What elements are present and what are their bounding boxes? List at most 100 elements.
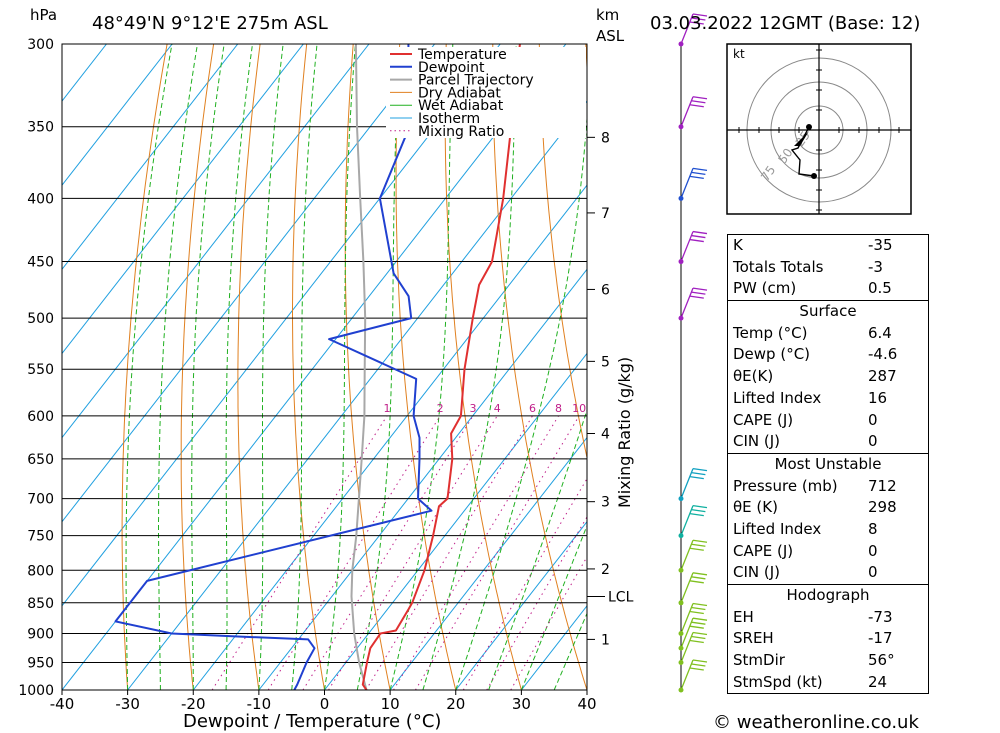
wind-barb-feather — [691, 508, 706, 513]
pressure-tick-label: 550 — [27, 362, 54, 378]
wind-barb-staff — [680, 603, 694, 634]
index-row: CAPE (J) 0 — [728, 541, 928, 563]
wet-adiabat-line — [422, 44, 517, 690]
plot-frame — [61, 43, 588, 691]
mixing-ratio-label: 4 — [494, 402, 501, 415]
wind-barb-column — [678, 13, 708, 693]
temperature-line — [361, 44, 521, 690]
x-tick-label: 40 — [577, 695, 596, 713]
wind-barb-feather — [692, 631, 708, 636]
index-value: -4.6 — [868, 345, 898, 364]
wind-barb-feather — [692, 287, 708, 291]
index-row: K -35 — [728, 235, 928, 257]
wind-barb-feather — [691, 621, 706, 625]
dewpoint-line — [114, 44, 433, 690]
dry-adiabat-line — [237, 44, 261, 690]
location-title: 48°49'N 9°12'E 275m ASL — [92, 13, 328, 34]
legend-entry: Dewpoint — [418, 60, 485, 76]
mixing-ratio-line — [365, 415, 533, 690]
indices-table: K -35 Totals Totals -3 PW (cm) 0.5 Surface Te… — [727, 234, 929, 695]
km-tick-label: 3 — [601, 495, 610, 511]
wind-barb-staff — [680, 231, 694, 262]
index-value: 0 — [868, 432, 878, 451]
pressure-isobars — [62, 43, 587, 691]
mixing-ratio-label: 10 — [572, 402, 586, 415]
asl-label: ASL — [596, 27, 625, 45]
index-value: 16 — [868, 388, 888, 407]
km-tick-label: 5 — [601, 354, 610, 370]
index-value: 0 — [868, 410, 878, 429]
wind-barb-staff — [680, 572, 694, 604]
mixing-ratio-line — [510, 555, 587, 690]
isotherm-line — [324, 352, 587, 690]
index-row: Temp (°C) 6.4 — [728, 323, 928, 345]
wind-barb-feather — [692, 602, 708, 607]
wind-barb-feather — [689, 625, 704, 629]
wind-barb-feather — [691, 635, 706, 640]
index-row: Lifted Index 8 — [728, 519, 928, 541]
wind-barb — [678, 13, 708, 47]
legend-entry: Dry Adiabat — [418, 85, 501, 101]
dry-adiabat-line — [492, 44, 587, 690]
mixing-ratio-label: 3 — [470, 402, 477, 415]
wind-barb — [678, 96, 708, 130]
wind-barb-staff — [680, 505, 694, 536]
index-value: 56° — [868, 651, 895, 670]
wind-barb-feather — [692, 504, 708, 509]
hodograph-kt-label: kt — [733, 47, 745, 61]
mixing-ratio-label: 6 — [529, 402, 536, 415]
index-label: Totals Totals — [733, 257, 824, 276]
mixing-ratio-line — [393, 415, 559, 690]
index-label: K — [733, 236, 743, 254]
wet-adiabat-line — [455, 111, 587, 690]
dry-adiabat-line — [538, 44, 587, 460]
pressure-tick-label: 800 — [27, 563, 54, 579]
index-value: -17 — [868, 629, 893, 648]
index-label: CAPE (J) — [733, 410, 794, 429]
km-tick-label: 8 — [601, 130, 610, 146]
wind-barb-feather — [689, 610, 704, 615]
index-label: CIN (J) — [733, 563, 781, 582]
wind-barb-feather — [692, 167, 708, 172]
mixing-ratio-labels: 1 2 3 4 6 8 10 — [383, 402, 586, 415]
wind-barb-feather — [692, 230, 708, 235]
mixing-ratio-label: 8 — [555, 402, 562, 415]
mixing-ratio-label: 1 — [383, 402, 390, 415]
x-tick-label: -20 — [181, 695, 206, 713]
wind-barb-feather — [689, 475, 704, 480]
isotherm-line — [62, 44, 370, 439]
wind-barb-feather — [692, 572, 708, 576]
km-tick-label: 7 — [601, 206, 610, 222]
km-label: km — [596, 6, 619, 24]
x-tick-label: -30 — [115, 695, 140, 713]
index-row: CAPE (J) 0 — [728, 410, 928, 432]
index-value: 0 — [868, 563, 878, 582]
wind-barb-staff — [680, 617, 694, 649]
wind-barb-feather — [691, 606, 706, 611]
index-row: CIN (J) 0 — [728, 562, 928, 584]
wind-barb — [678, 230, 708, 265]
index-value: -35 — [868, 236, 893, 254]
wind-barb-staff — [680, 540, 694, 571]
pressure-tick-label: 1000 — [18, 683, 54, 699]
dry-adiabat-line — [958, 44, 1000, 690]
x-tick-label: 0 — [320, 695, 330, 713]
legend-entry: Parcel Trajectory — [418, 73, 534, 89]
isotherm-line — [127, 100, 587, 690]
wind-barb — [678, 467, 708, 502]
wind-barb-feather — [689, 175, 704, 180]
x-tick-label: -40 — [50, 695, 75, 713]
km-tick-label: 4 — [601, 427, 610, 443]
wind-barb-feather — [692, 659, 708, 663]
legend-entry: Isotherm — [418, 111, 480, 127]
wind-barb-staff — [680, 659, 694, 691]
axis-labels: 3003504004505005506006507007508008509009… — [18, 37, 596, 713]
isotherm-line — [62, 44, 304, 355]
hodograph-point — [806, 124, 812, 130]
pressure-tick-label: 700 — [27, 492, 54, 508]
isotherm-line — [258, 268, 587, 690]
index-value: 0 — [868, 541, 878, 560]
hodograph-header: Hodograph — [728, 584, 928, 607]
copyright: © weatheronline.co.uk — [713, 712, 919, 733]
profile-lines — [114, 44, 521, 690]
